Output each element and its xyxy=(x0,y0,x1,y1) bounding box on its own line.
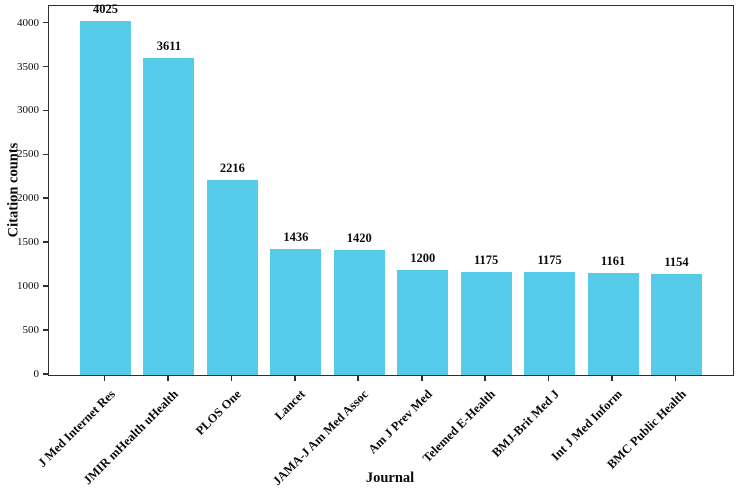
x-axis-tick xyxy=(230,375,233,381)
x-category-label: Lancet xyxy=(271,387,308,423)
x-axis-tick xyxy=(547,375,550,381)
bar-value-label: 1420 xyxy=(346,231,372,246)
y-tick-label: 3500 xyxy=(17,60,39,73)
y-axis-tick xyxy=(43,153,48,156)
y-axis-tick xyxy=(43,21,48,24)
x-axis-tick xyxy=(357,375,360,381)
x-axis-tick xyxy=(420,375,423,381)
bar xyxy=(270,248,322,375)
y-tick-label: 0 xyxy=(33,368,40,380)
y-tick-label: 500 xyxy=(22,324,40,337)
x-axis-tick xyxy=(167,375,169,381)
y-tick-label: 2000 xyxy=(17,192,39,205)
y-tick-label: 3000 xyxy=(17,104,39,117)
y-axis-tick xyxy=(43,241,48,243)
y-axis-tick xyxy=(43,65,48,68)
y-axis-tick xyxy=(43,285,48,287)
bar xyxy=(206,180,258,375)
x-axis-tick xyxy=(674,375,677,381)
bar-value-label: 1200 xyxy=(410,250,436,265)
bar xyxy=(397,269,449,375)
x-axis-tick xyxy=(611,375,613,381)
y-tick-label: 1500 xyxy=(17,236,39,249)
y-axis-tick xyxy=(43,373,48,375)
x-category-label: Am J Prev Med xyxy=(365,387,435,457)
y-tick-label: 2500 xyxy=(17,148,39,161)
bar-value-label: 3611 xyxy=(156,38,182,53)
bar xyxy=(333,250,385,375)
y-tick-label: 1000 xyxy=(17,280,39,293)
y-axis-tick xyxy=(43,197,48,200)
bar-value-label: 2216 xyxy=(219,161,245,176)
bar-value-label: 1436 xyxy=(283,229,309,244)
bar-value-label: 1175 xyxy=(474,252,499,267)
bar xyxy=(587,273,639,375)
bar xyxy=(80,21,131,375)
x-axis-label: Journal xyxy=(365,470,415,486)
x-axis-tick xyxy=(103,375,106,381)
y-tick-label: 4000 xyxy=(17,16,39,29)
bar xyxy=(143,57,195,375)
y-axis-tick xyxy=(43,109,48,112)
bar-value-label: 1154 xyxy=(664,254,689,269)
bar-value-label: 1161 xyxy=(600,253,626,268)
x-category-label: PLOS One xyxy=(193,387,245,438)
bar-value-label: 4025 xyxy=(93,2,118,17)
bar xyxy=(524,271,576,375)
y-axis-tick xyxy=(43,329,48,331)
x-axis-tick xyxy=(484,375,486,381)
x-axis-tick xyxy=(294,375,296,381)
bar xyxy=(651,273,702,375)
bar-value-label: 1175 xyxy=(537,252,562,267)
plot-area: 4025 3611 2216 1436 1420 1200 1175 1175 1161 1154 xyxy=(48,2,734,376)
bar xyxy=(460,271,512,375)
